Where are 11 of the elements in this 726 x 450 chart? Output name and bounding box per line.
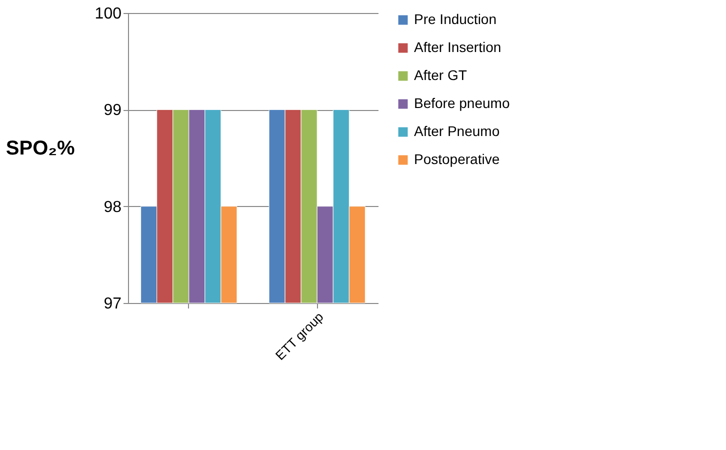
legend-label: After Pneumo: [414, 123, 500, 139]
legend-label: Postoperative: [414, 151, 500, 167]
y-tick-label: 100: [94, 6, 122, 22]
legend-label: Before pneumo: [414, 95, 510, 111]
legend-label: Pre Induction: [414, 11, 496, 27]
y-axis-title: SPO₂%: [6, 138, 76, 160]
y-tick-label: 98: [104, 198, 122, 216]
y-tick-label: 97: [104, 296, 122, 312]
legend-label: After Insertion: [414, 39, 502, 55]
legend-label: After GT: [414, 67, 468, 83]
y-tick-label: 99: [104, 102, 122, 120]
